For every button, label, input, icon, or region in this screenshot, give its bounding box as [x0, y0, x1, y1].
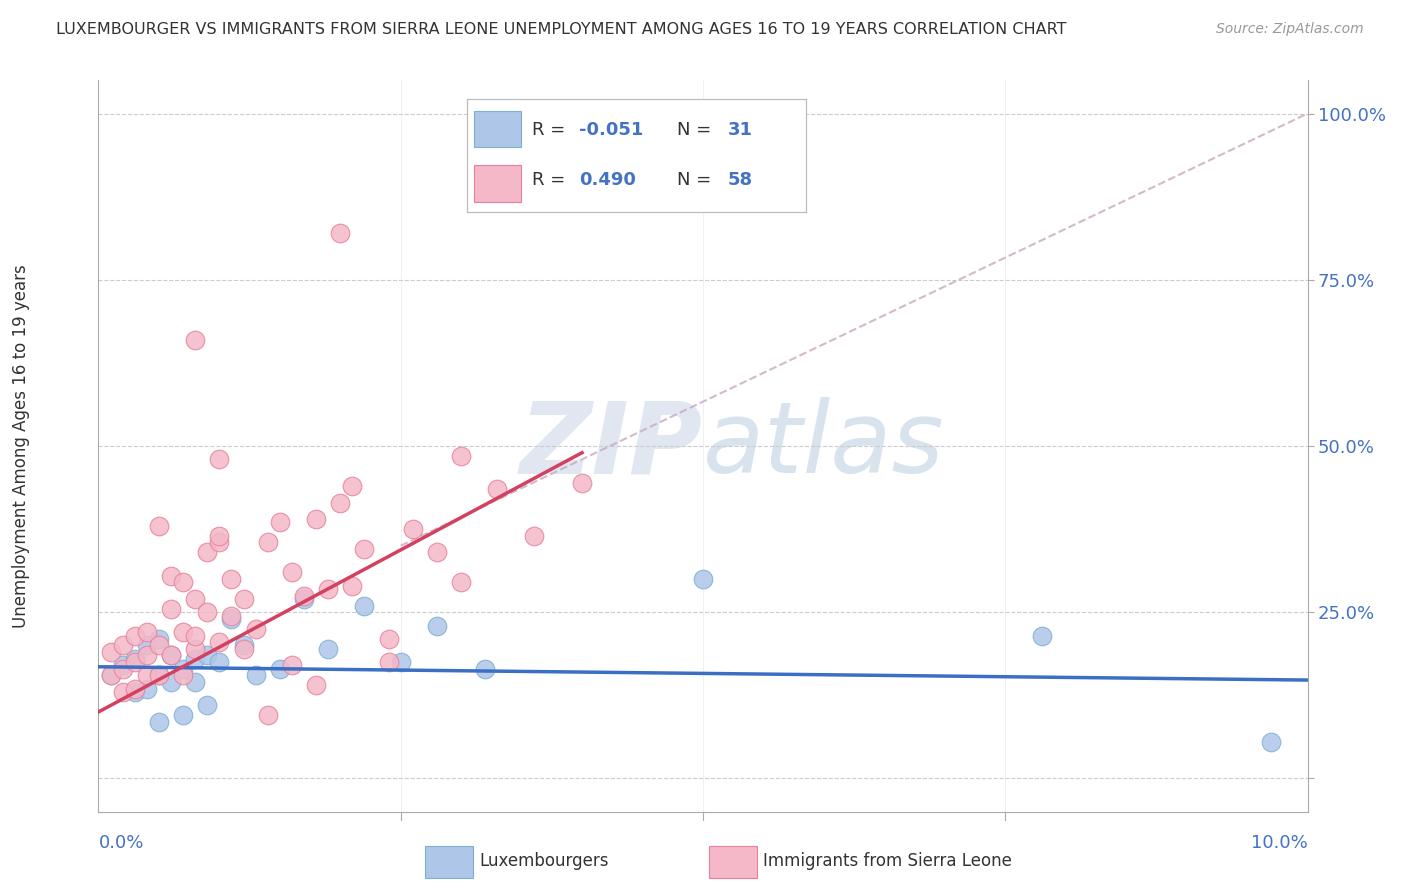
Point	[232, 639, 254, 653]
Point	[269, 662, 291, 676]
Point	[195, 545, 218, 559]
Point	[124, 685, 146, 699]
Point	[232, 641, 254, 656]
Point	[184, 652, 207, 666]
Point	[100, 668, 122, 682]
Point	[135, 625, 157, 640]
Point	[221, 608, 243, 623]
Point	[195, 698, 218, 713]
Point	[402, 522, 425, 536]
Point	[571, 475, 593, 490]
Point	[184, 628, 207, 642]
Point	[692, 572, 714, 586]
Point	[389, 655, 412, 669]
Point	[377, 655, 399, 669]
Text: LUXEMBOURGER VS IMMIGRANTS FROM SIERRA LEONE UNEMPLOYMENT AMONG AGES 16 TO 19 YE: LUXEMBOURGER VS IMMIGRANTS FROM SIERRA L…	[56, 22, 1067, 37]
Point	[135, 681, 157, 696]
Point	[124, 652, 146, 666]
Point	[474, 662, 496, 676]
Point	[160, 648, 183, 663]
Point	[148, 714, 170, 729]
Point	[281, 658, 304, 673]
Point	[305, 512, 328, 526]
Point	[172, 625, 194, 640]
Point	[148, 668, 170, 682]
Point	[160, 648, 183, 663]
Point	[1260, 735, 1282, 749]
Point	[426, 618, 449, 632]
Point	[124, 681, 146, 696]
Point	[100, 668, 122, 682]
Point	[342, 579, 364, 593]
Point	[232, 591, 254, 606]
Text: Unemployment Among Ages 16 to 19 years: Unemployment Among Ages 16 to 19 years	[13, 264, 30, 628]
Point	[305, 678, 328, 692]
Point	[172, 575, 194, 590]
Point	[256, 535, 278, 549]
Point	[160, 675, 183, 690]
Point	[135, 648, 157, 663]
Point	[208, 635, 231, 649]
Point	[486, 482, 509, 496]
Point	[160, 568, 183, 582]
Point	[195, 605, 218, 619]
Point	[450, 575, 472, 590]
Point	[245, 622, 267, 636]
Point	[172, 662, 194, 676]
Point	[281, 566, 304, 580]
Point	[292, 589, 315, 603]
Point	[135, 639, 157, 653]
Point	[1031, 628, 1053, 642]
Point	[124, 655, 146, 669]
Point	[172, 668, 194, 682]
Point	[148, 639, 170, 653]
Point	[316, 641, 339, 656]
Text: ZIP: ZIP	[520, 398, 703, 494]
Point	[172, 708, 194, 723]
Point	[184, 591, 207, 606]
Point	[148, 632, 170, 646]
Point	[111, 662, 134, 676]
Point	[148, 668, 170, 682]
Point	[208, 655, 231, 669]
Point	[329, 495, 352, 509]
Point	[184, 333, 207, 347]
Point	[160, 602, 183, 616]
Point	[523, 529, 546, 543]
Point	[316, 582, 339, 596]
Point	[195, 648, 218, 663]
Point	[208, 535, 231, 549]
Point	[256, 708, 278, 723]
Text: 10.0%: 10.0%	[1251, 834, 1308, 852]
Point	[426, 545, 449, 559]
Point	[353, 599, 375, 613]
Point	[269, 516, 291, 530]
Point	[377, 632, 399, 646]
Point	[208, 529, 231, 543]
Point	[353, 542, 375, 557]
Text: Source: ZipAtlas.com: Source: ZipAtlas.com	[1216, 22, 1364, 37]
Point	[100, 645, 122, 659]
Point	[148, 518, 170, 533]
Point	[124, 628, 146, 642]
Point	[329, 226, 352, 240]
Point	[450, 449, 472, 463]
Point	[208, 452, 231, 467]
Point	[245, 668, 267, 682]
Text: atlas: atlas	[703, 398, 945, 494]
Point	[342, 479, 364, 493]
Point	[111, 658, 134, 673]
Point	[111, 685, 134, 699]
Point	[184, 675, 207, 690]
Point	[111, 639, 134, 653]
Point	[221, 572, 243, 586]
Point	[184, 641, 207, 656]
Point	[135, 668, 157, 682]
Point	[221, 612, 243, 626]
Text: 0.0%: 0.0%	[98, 834, 143, 852]
Point	[292, 591, 315, 606]
